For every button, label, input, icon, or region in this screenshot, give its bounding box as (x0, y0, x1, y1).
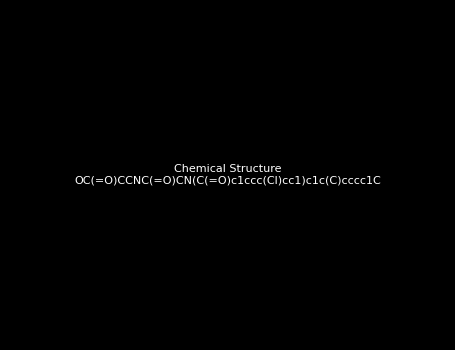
Text: Chemical Structure
OC(=O)CCNC(=O)CN(C(=O)c1ccc(Cl)cc1)c1c(C)cccc1C: Chemical Structure OC(=O)CCNC(=O)CN(C(=O… (74, 164, 381, 186)
